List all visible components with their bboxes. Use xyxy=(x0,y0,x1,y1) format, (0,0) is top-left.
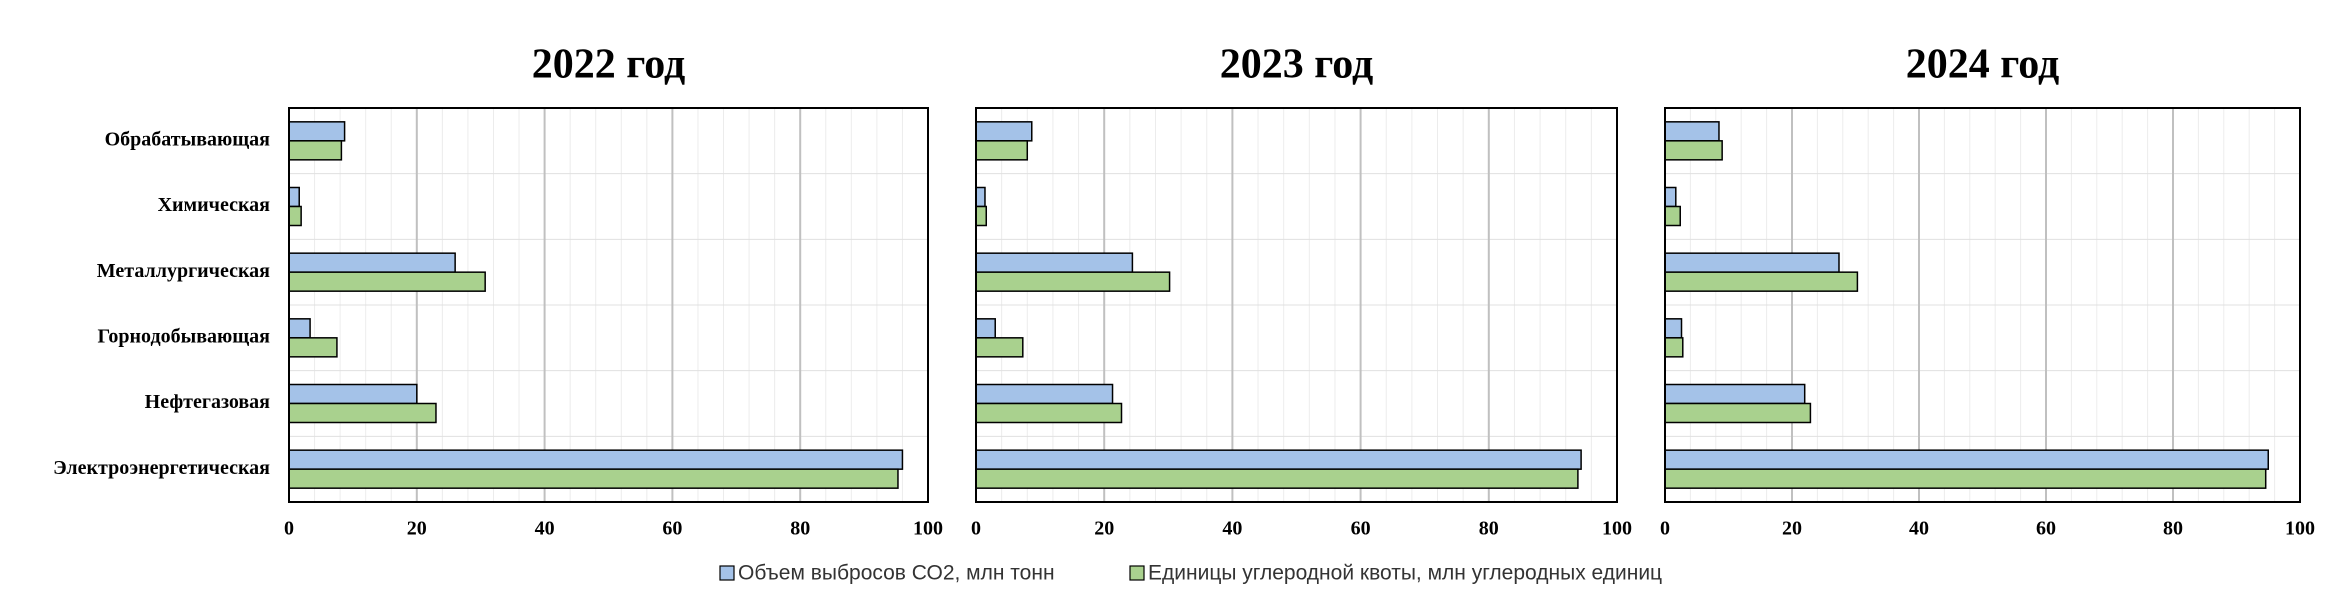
category-label: Нефтегазовая xyxy=(145,391,271,413)
x-tick-label: 20 xyxy=(1782,518,1802,540)
bar xyxy=(288,337,338,358)
bar xyxy=(1664,318,1683,339)
x-tick-label: 40 xyxy=(1222,518,1242,540)
category-label: Электроэнергетическая xyxy=(53,457,270,479)
x-tick-label: 80 xyxy=(1479,518,1499,540)
bar xyxy=(288,449,904,470)
x-tick-label: 60 xyxy=(662,518,682,540)
x-tick-label: 20 xyxy=(1094,518,1114,540)
bar xyxy=(288,383,418,405)
legend-swatch xyxy=(1129,565,1145,581)
x-tick-label: 20 xyxy=(407,518,427,540)
plot-frame xyxy=(1664,107,2301,503)
bar xyxy=(288,205,302,227)
bar xyxy=(288,121,346,142)
x-tick-label: 0 xyxy=(971,518,981,540)
x-tick-label: 80 xyxy=(790,518,810,540)
x-tick-label: 60 xyxy=(2036,518,2056,540)
x-tick-label: 100 xyxy=(2285,518,2315,540)
category-label: Горнодобывающая xyxy=(97,325,270,347)
legend-label: Объем выбросов СО2, млн тонн xyxy=(738,562,1055,585)
bar xyxy=(288,468,899,489)
category-label: Химическая xyxy=(158,194,271,216)
bar xyxy=(975,337,1024,358)
x-tick-label: 60 xyxy=(1351,518,1371,540)
panel-title: 2024 год xyxy=(1906,42,2060,88)
legend-swatch xyxy=(719,565,735,581)
x-tick-label: 80 xyxy=(2163,518,2183,540)
bar xyxy=(1664,271,1859,292)
bar xyxy=(975,205,988,227)
bar xyxy=(975,383,1114,405)
bar xyxy=(1664,140,1723,161)
bar xyxy=(288,318,311,339)
bar xyxy=(975,449,1582,470)
plot-frame xyxy=(288,107,929,503)
category-label: Металлургическая xyxy=(97,260,270,282)
bar xyxy=(1664,205,1681,227)
bar xyxy=(975,140,1029,161)
bar xyxy=(975,318,996,339)
bar xyxy=(975,121,1033,142)
x-tick-label: 0 xyxy=(284,518,294,540)
bar xyxy=(975,271,1171,292)
category-label: Обрабатывающая xyxy=(105,128,271,150)
bar xyxy=(1664,449,2269,470)
bar xyxy=(975,402,1123,424)
bar xyxy=(1664,468,2267,489)
panel-title: 2023 год xyxy=(1220,42,1374,88)
bar xyxy=(975,186,986,208)
bar xyxy=(288,252,456,273)
panel-title: 2022 год xyxy=(532,42,686,88)
bar xyxy=(975,468,1579,489)
bar xyxy=(288,402,437,424)
bar xyxy=(1664,252,1840,273)
legend-label: Единицы углеродной квоты, млн углеродных… xyxy=(1148,562,1662,585)
x-tick-label: 0 xyxy=(1660,518,1670,540)
bar xyxy=(1664,186,1677,208)
x-tick-label: 100 xyxy=(913,518,943,540)
bar xyxy=(1664,337,1684,358)
bar xyxy=(288,271,486,292)
bar xyxy=(1664,383,1806,405)
plot-frame xyxy=(975,107,1618,503)
x-tick-label: 40 xyxy=(535,518,555,540)
bar xyxy=(1664,402,1812,424)
bar xyxy=(1664,121,1720,142)
bar xyxy=(288,140,343,161)
x-tick-label: 40 xyxy=(1909,518,1929,540)
bar xyxy=(975,252,1134,273)
bar xyxy=(288,186,300,208)
x-tick-label: 100 xyxy=(1602,518,1632,540)
